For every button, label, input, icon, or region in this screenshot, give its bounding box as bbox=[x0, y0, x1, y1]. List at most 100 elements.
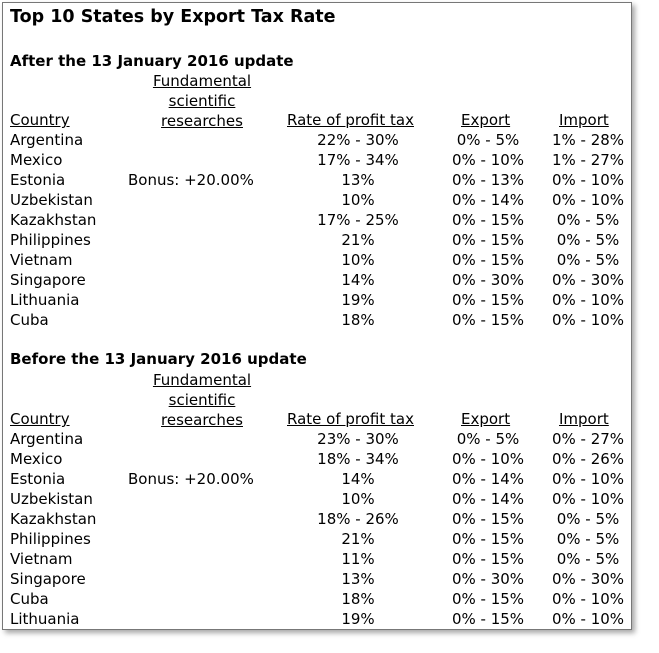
header-fundamental-line: scientific bbox=[168, 92, 236, 110]
export-cell: 0% - 15% bbox=[451, 610, 525, 628]
profit-tax-cell: 13% bbox=[341, 570, 375, 588]
country-cell: Mexico bbox=[10, 450, 63, 468]
export-cell: 0% - 13% bbox=[451, 171, 525, 189]
country-cell: Estonia bbox=[10, 470, 66, 488]
header-import-before: Import bbox=[559, 410, 609, 428]
profit-tax-cell: 21% bbox=[341, 231, 375, 249]
country-cell: Argentina bbox=[10, 131, 84, 149]
import-cell: 0% - 10% bbox=[551, 590, 625, 608]
import-cell: 0% - 30% bbox=[551, 570, 625, 588]
table-row: Vietnam 10% 0% - 15% 0% - 5% bbox=[3, 250, 631, 270]
profit-tax-cell: 14% bbox=[341, 470, 375, 488]
profit-tax-cell: 22% - 30% bbox=[317, 131, 399, 149]
table-row: Estonia Bonus: +20.00% 14% 0% - 14% 0% - 10% bbox=[3, 469, 631, 489]
import-cell: 0% - 27% bbox=[551, 430, 625, 448]
table-row: Mexico 18% - 34% 0% - 10% 0% - 26% bbox=[3, 449, 631, 469]
header-profit-after: Rate of profit tax bbox=[287, 111, 414, 129]
profit-tax-cell: 11% bbox=[341, 550, 375, 568]
import-cell: 0% - 5% bbox=[556, 510, 620, 528]
country-cell: Philippines bbox=[10, 530, 91, 548]
header-fundamental-before: Fundamental scientific researches bbox=[143, 370, 261, 430]
import-cell: 0% - 5% bbox=[556, 231, 620, 249]
export-cell: 0% - 10% bbox=[451, 151, 525, 169]
header-fundamental-line: researches bbox=[161, 112, 243, 130]
country-cell: Mexico bbox=[10, 151, 63, 169]
table-row: Argentina 22% - 30% 0% - 5% 1% - 28% bbox=[3, 130, 631, 150]
table-row: Mexico 17% - 34% 0% - 10% 1% - 27% bbox=[3, 150, 631, 170]
country-cell: Lithuania bbox=[10, 291, 80, 309]
import-cell: 0% - 5% bbox=[556, 211, 620, 229]
import-cell: 0% - 10% bbox=[551, 191, 625, 209]
profit-tax-cell: 17% - 25% bbox=[317, 211, 399, 229]
import-cell: 0% - 10% bbox=[551, 470, 625, 488]
import-cell: 1% - 27% bbox=[551, 151, 625, 169]
table-row: Lithuania 19% 0% - 15% 0% - 10% bbox=[3, 290, 631, 310]
profit-tax-cell: 19% bbox=[341, 610, 375, 628]
table-row: Cuba 18% 0% - 15% 0% - 10% bbox=[3, 310, 631, 330]
profit-tax-cell: 18% bbox=[341, 590, 375, 608]
header-export-before: Export bbox=[461, 410, 511, 428]
export-cell: 0% - 15% bbox=[451, 251, 525, 269]
header-country-before: Country bbox=[10, 410, 70, 428]
table-row: Estonia Bonus: +20.00% 13% 0% - 13% 0% - 10% bbox=[3, 170, 631, 190]
country-cell: Argentina bbox=[10, 430, 84, 448]
tax-rate-panel: Top 10 States by Export Tax Rate After t… bbox=[2, 2, 632, 630]
profit-tax-cell: 10% bbox=[341, 251, 375, 269]
header-export-after: Export bbox=[461, 111, 511, 129]
header-country-after: Country bbox=[10, 111, 70, 129]
country-cell: Uzbekistan bbox=[10, 191, 93, 209]
header-profit-before: Rate of profit tax bbox=[287, 410, 414, 428]
export-cell: 0% - 5% bbox=[456, 131, 520, 149]
import-cell: 0% - 10% bbox=[551, 171, 625, 189]
export-cell: 0% - 14% bbox=[451, 470, 525, 488]
country-cell: Philippines bbox=[10, 231, 91, 249]
header-fundamental-line: scientific bbox=[168, 391, 236, 409]
export-cell: 0% - 15% bbox=[451, 510, 525, 528]
table-row: Singapore 14% 0% - 30% 0% - 30% bbox=[3, 270, 631, 290]
export-cell: 0% - 14% bbox=[451, 490, 525, 508]
import-cell: 0% - 30% bbox=[551, 271, 625, 289]
import-cell: 0% - 10% bbox=[551, 610, 625, 628]
table-row: Argentina 23% - 30% 0% - 5% 0% - 27% bbox=[3, 429, 631, 449]
export-cell: 0% - 15% bbox=[451, 311, 525, 329]
country-cell: Vietnam bbox=[10, 550, 73, 568]
profit-tax-cell: 10% bbox=[341, 191, 375, 209]
country-cell: Estonia bbox=[10, 171, 66, 189]
export-cell: 0% - 15% bbox=[451, 291, 525, 309]
bonus-cell: Bonus: +20.00% bbox=[128, 171, 254, 189]
header-fundamental-line: Fundamental bbox=[152, 371, 252, 389]
export-cell: 0% - 15% bbox=[451, 550, 525, 568]
country-cell: Singapore bbox=[10, 570, 86, 588]
table-row: Philippines 21% 0% - 15% 0% - 5% bbox=[3, 529, 631, 549]
header-fundamental-after: Fundamental scientific researches bbox=[143, 71, 261, 131]
export-cell: 0% - 30% bbox=[451, 570, 525, 588]
export-cell: 0% - 15% bbox=[451, 231, 525, 249]
profit-tax-cell: 14% bbox=[341, 271, 375, 289]
export-cell: 0% - 14% bbox=[451, 191, 525, 209]
table-row: Vietnam 11% 0% - 15% 0% - 5% bbox=[3, 549, 631, 569]
import-cell: 1% - 28% bbox=[551, 131, 625, 149]
table-row: Lithuania 19% 0% - 15% 0% - 10% bbox=[3, 609, 631, 629]
export-cell: 0% - 10% bbox=[451, 450, 525, 468]
profit-tax-cell: 21% bbox=[341, 530, 375, 548]
profit-tax-cell: 17% - 34% bbox=[317, 151, 399, 169]
country-cell: Cuba bbox=[10, 311, 49, 329]
bonus-cell: Bonus: +20.00% bbox=[128, 470, 254, 488]
page-title: Top 10 States by Export Tax Rate bbox=[10, 7, 336, 27]
profit-tax-cell: 18% - 34% bbox=[317, 450, 399, 468]
import-cell: 0% - 10% bbox=[551, 311, 625, 329]
export-cell: 0% - 15% bbox=[451, 530, 525, 548]
country-cell: Kazakhstan bbox=[10, 510, 97, 528]
profit-tax-cell: 19% bbox=[341, 291, 375, 309]
country-cell: Lithuania bbox=[10, 610, 80, 628]
profit-tax-cell: 13% bbox=[341, 171, 375, 189]
import-cell: 0% - 5% bbox=[556, 550, 620, 568]
country-cell: Singapore bbox=[10, 271, 86, 289]
section-title-before: Before the 13 January 2016 update bbox=[10, 350, 307, 368]
country-cell: Kazakhstan bbox=[10, 211, 97, 229]
export-cell: 0% - 30% bbox=[451, 271, 525, 289]
country-cell: Vietnam bbox=[10, 251, 73, 269]
table-row: Uzbekistan 10% 0% - 14% 0% - 10% bbox=[3, 489, 631, 509]
table-row: Kazakhstan 17% - 25% 0% - 15% 0% - 5% bbox=[3, 210, 631, 230]
profit-tax-cell: 18% - 26% bbox=[317, 510, 399, 528]
